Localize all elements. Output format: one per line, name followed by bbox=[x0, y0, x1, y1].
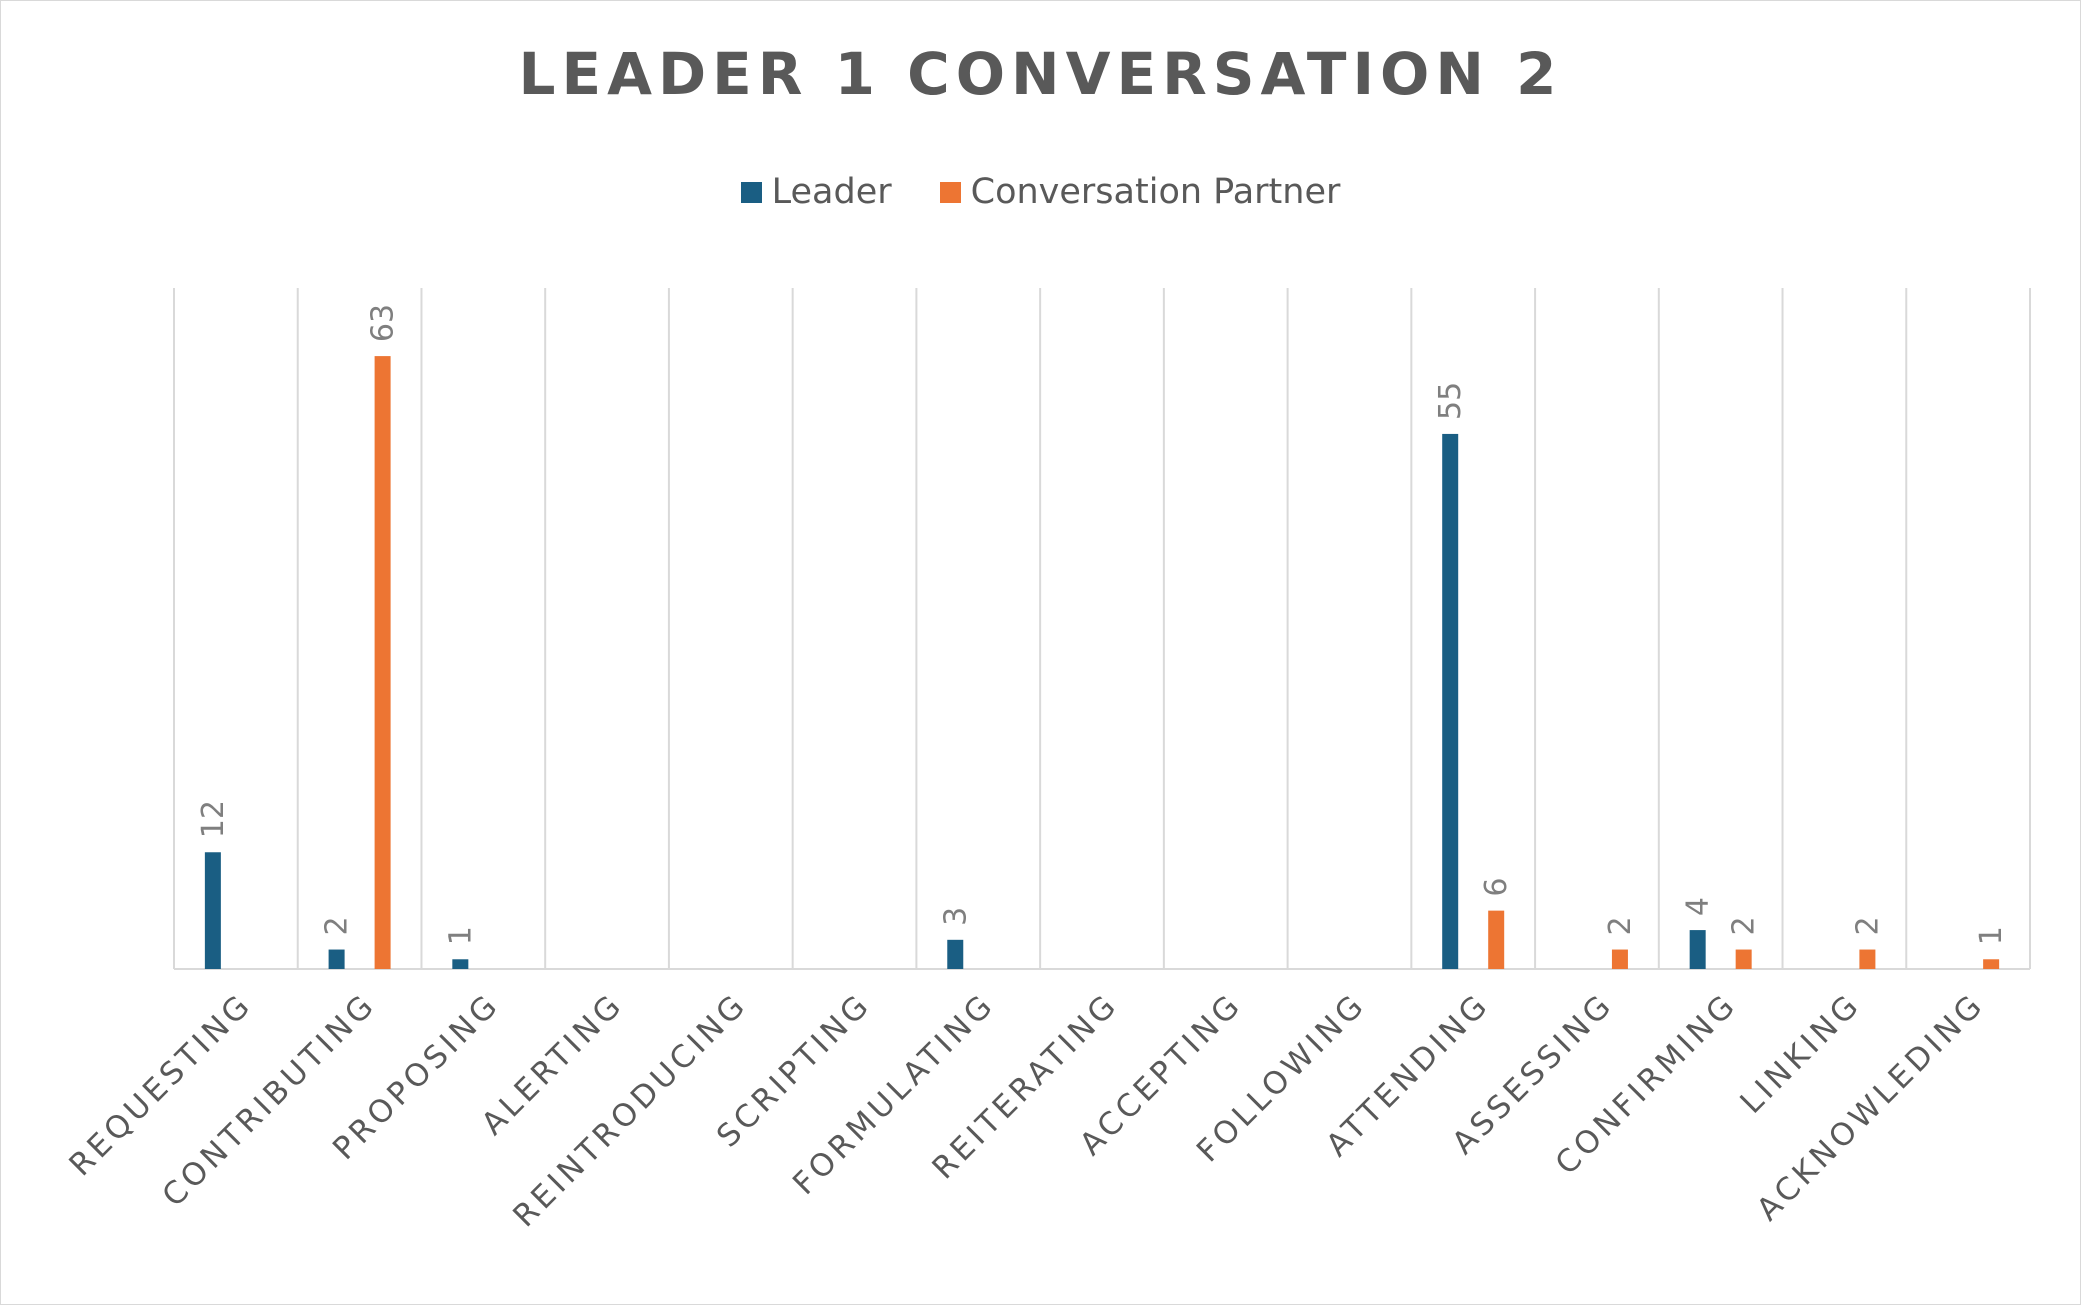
bar-leader-attending bbox=[1442, 433, 1459, 969]
data-label-leader-confirming: 4 bbox=[1681, 897, 1716, 916]
data-label-leader-proposing: 1 bbox=[443, 926, 478, 945]
bar-conversation-partner-attending bbox=[1488, 910, 1505, 969]
legend-label-conversation-partner: Conversation Partner bbox=[970, 172, 1341, 212]
category-label-formulating: FORMULATING bbox=[786, 986, 1002, 1202]
legend-item-leader: Leader bbox=[740, 172, 892, 212]
data-label-leader-formulating: 3 bbox=[938, 907, 973, 926]
data-label-leader-attending: 55 bbox=[1433, 382, 1468, 420]
bar-leader-proposing bbox=[452, 959, 469, 969]
bar-conversation-partner-acknowleding bbox=[1983, 959, 2000, 969]
bar-conversation-partner-confirming bbox=[1735, 949, 1752, 969]
bar-leader-formulating bbox=[947, 939, 964, 969]
bar-leader-confirming bbox=[1689, 930, 1706, 969]
legend-item-conversation-partner: Conversation Partner bbox=[939, 172, 1341, 212]
legend-swatch-leader bbox=[740, 181, 762, 203]
data-label-leader-requesting: 12 bbox=[196, 800, 231, 838]
bar-conversation-partner-assessing bbox=[1611, 949, 1628, 969]
category-label-linking: LINKING bbox=[1733, 986, 1868, 1121]
bar-conversation-partner-contributing bbox=[374, 356, 391, 970]
data-label-conversation-partner-contributing: 63 bbox=[366, 304, 401, 342]
legend-swatch-conversation-partner bbox=[939, 181, 961, 203]
data-label-conversation-partner-attending: 6 bbox=[1479, 878, 1514, 897]
category-label-reintroducing: REINTRODUCING bbox=[506, 986, 754, 1234]
category-label-acknowleding: ACKNOWLEDING bbox=[1750, 986, 1992, 1228]
chart-title: LEADER 1 CONVERSATION 2 bbox=[518, 40, 1563, 108]
category-label-contributing: CONTRIBUTING bbox=[155, 986, 383, 1214]
data-label-conversation-partner-linking: 2 bbox=[1850, 916, 1885, 935]
data-label-conversation-partner-confirming: 2 bbox=[1727, 916, 1762, 935]
legend-label-leader: Leader bbox=[771, 172, 892, 212]
bar-leader-contributing bbox=[328, 949, 345, 969]
legend: Leader Conversation Partner bbox=[0, 172, 2081, 212]
data-label-conversation-partner-assessing: 2 bbox=[1603, 916, 1638, 935]
data-label-leader-contributing: 2 bbox=[320, 916, 355, 935]
data-label-conversation-partner-acknowleding: 1 bbox=[1974, 926, 2009, 945]
bar-leader-requesting bbox=[204, 852, 221, 969]
bar-conversation-partner-linking bbox=[1859, 949, 1876, 969]
